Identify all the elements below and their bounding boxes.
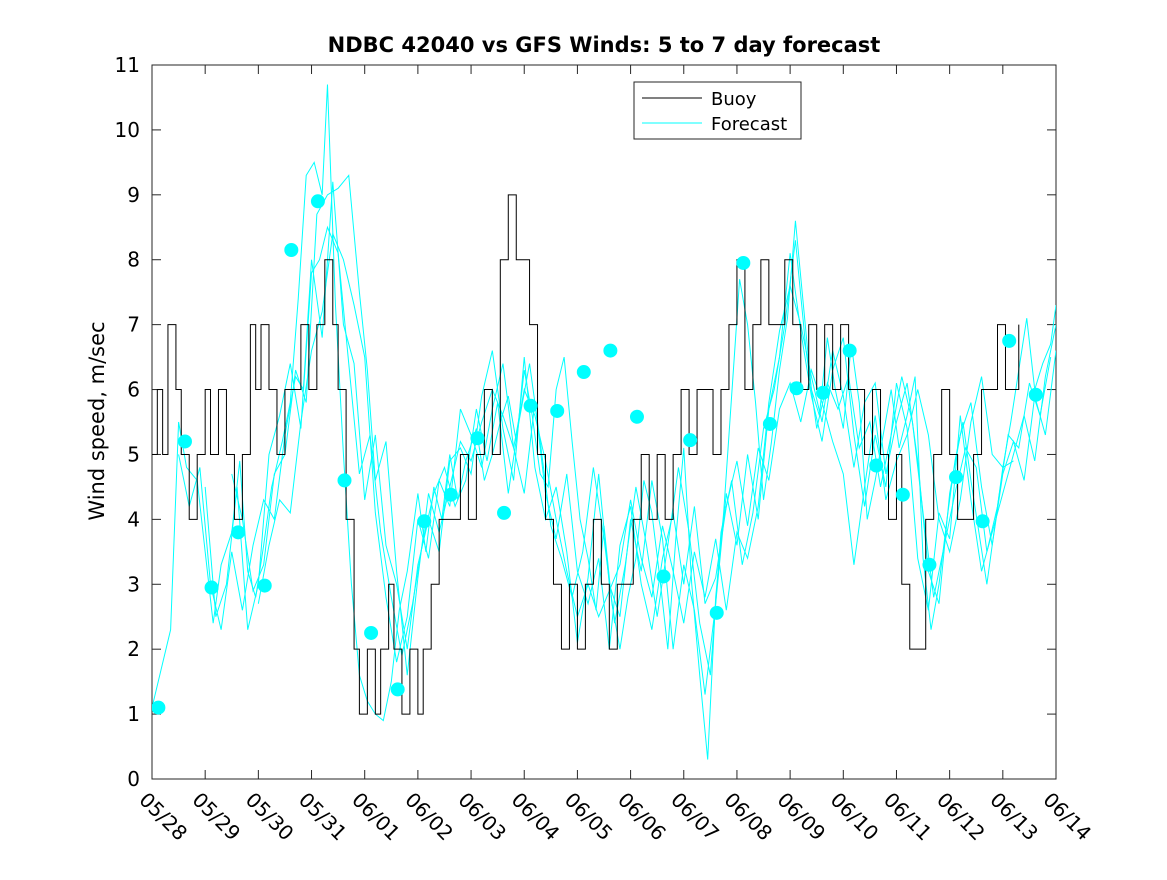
- forecast-marker: [683, 433, 698, 448]
- y-axis-label: Wind speed, m/sec: [85, 321, 109, 520]
- x-tick-label: 06/10: [826, 788, 884, 846]
- forecast-marker: [152, 700, 166, 715]
- chart-title: NDBC 42040 vs GFS Winds: 5 to 7 day fore…: [328, 33, 881, 57]
- x-tick-label: 06/02: [400, 788, 458, 846]
- y-tick-label: 4: [127, 507, 140, 531]
- forecast-marker: [177, 434, 192, 449]
- y-tick-label: 1: [127, 702, 140, 726]
- forecast-marker: [284, 242, 299, 257]
- forecast-marker: [550, 403, 565, 418]
- forecast-marker: [629, 409, 644, 424]
- forecast-marker: [337, 473, 352, 488]
- x-tick-label: 06/01: [347, 788, 405, 846]
- legend-box: [633, 81, 802, 140]
- y-tick-label: 5: [127, 442, 140, 466]
- forecast-marker: [204, 580, 219, 595]
- forecast-marker: [869, 458, 884, 473]
- y-tick-label: 8: [127, 248, 140, 272]
- data-layer: [152, 84, 1056, 760]
- forecast-marker: [523, 398, 538, 413]
- legend: Buoy Forecast: [633, 81, 802, 140]
- forecast-marker: [816, 385, 831, 400]
- forecast-marker: [497, 505, 512, 520]
- forecast-marker: [603, 343, 618, 358]
- forecast-marker: [1002, 333, 1017, 348]
- forecast-marker: [576, 365, 591, 380]
- x-tick-label: 06/13: [985, 788, 1043, 846]
- forecast-marker: [443, 487, 458, 502]
- legend-label: Buoy: [711, 89, 757, 110]
- x-tick-label: 05/31: [294, 788, 352, 846]
- x-tick-label: 06/12: [932, 788, 990, 846]
- forecast-marker: [470, 431, 485, 446]
- forecast-marker: [709, 605, 724, 620]
- x-tick-label: 05/29: [188, 788, 246, 846]
- x-tick-label: 05/30: [241, 788, 299, 846]
- x-tick-label: 06/08: [719, 788, 777, 846]
- forecast-marker: [390, 682, 405, 697]
- y-tick-label: 7: [127, 313, 140, 337]
- forecast-marker: [257, 578, 272, 593]
- y-tick-label: 11: [115, 53, 140, 77]
- forecast-marker: [842, 343, 857, 358]
- forecast-marker: [895, 487, 910, 502]
- forecast-marker: [417, 514, 432, 529]
- y-tick-label: 9: [127, 183, 140, 207]
- x-tick-label: 06/05: [560, 788, 618, 846]
- forecast-marker: [789, 381, 804, 396]
- x-tick-label: 06/11: [879, 788, 937, 846]
- legend-label: Forecast: [711, 114, 787, 135]
- forecast-line: [204, 181, 1056, 695]
- forecast-marker: [310, 194, 325, 209]
- y-tick-label: 3: [127, 572, 140, 596]
- y-tick-label: 0: [127, 767, 140, 791]
- forecast-marker: [975, 514, 990, 529]
- x-tick-label: 06/04: [507, 788, 565, 846]
- forecast-line: [231, 174, 1056, 676]
- x-tick-label: 06/06: [613, 788, 671, 846]
- x-tick-label: 05/28: [134, 788, 192, 846]
- x-tick-label: 06/03: [454, 788, 512, 846]
- forecast-marker: [231, 525, 246, 540]
- forecast-line: [257, 231, 1014, 663]
- x-tick-label: 06/09: [773, 788, 831, 846]
- buoy-line: [152, 194, 1020, 715]
- plot-area: 0123456789101105/2805/2905/3005/3106/010…: [115, 53, 1097, 845]
- forecast-marker: [736, 255, 751, 270]
- forecast-marker: [922, 557, 937, 572]
- forecast-line: [152, 84, 1056, 760]
- y-tick-label: 2: [127, 637, 140, 661]
- forecast-marker: [656, 569, 671, 584]
- x-tick-label: 06/14: [1038, 788, 1096, 846]
- forecast-marker: [364, 625, 379, 640]
- y-tick-label: 6: [127, 378, 140, 402]
- forecast-marker: [949, 470, 964, 485]
- y-tick-label: 10: [115, 118, 140, 142]
- x-tick-label: 06/07: [666, 788, 724, 846]
- forecast-marker: [762, 416, 777, 431]
- forecast-marker: [1028, 387, 1043, 402]
